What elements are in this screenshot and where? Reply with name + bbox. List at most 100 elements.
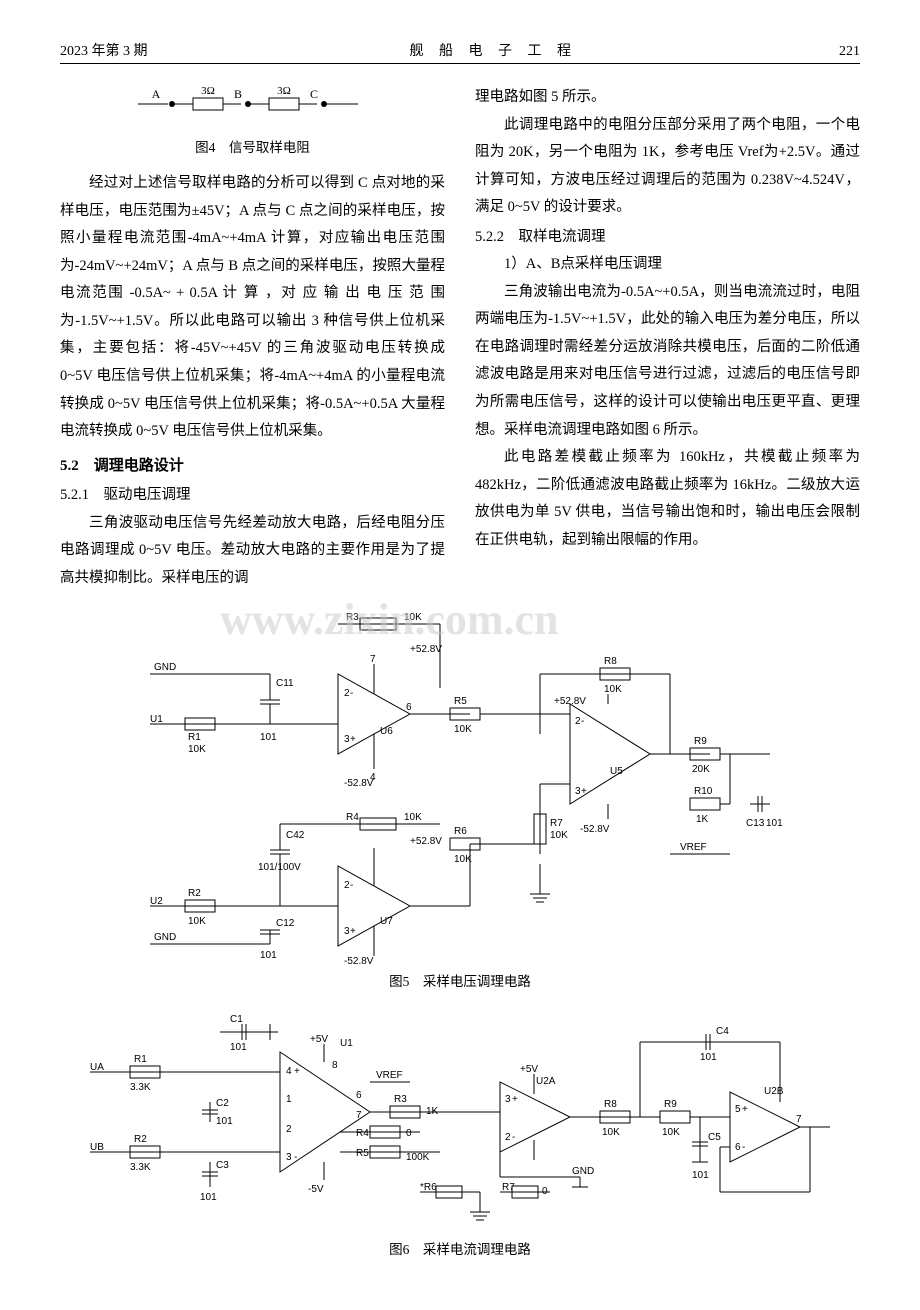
svg-text:101: 101 bbox=[200, 1192, 217, 1203]
figure-6: UA R1 3.3K UB R2 3.3K C1 101 bbox=[60, 1002, 860, 1258]
header-page: 221 bbox=[839, 44, 860, 60]
svg-text:10K: 10K bbox=[454, 724, 472, 735]
svg-text:R3: R3 bbox=[394, 1094, 407, 1105]
sec-5-2-2-title: 5.2.2 取样电流调理 bbox=[475, 224, 860, 252]
svg-text:U1: U1 bbox=[340, 1038, 353, 1049]
svg-text:-52.8V: -52.8V bbox=[344, 778, 374, 789]
node-c: C bbox=[309, 87, 317, 101]
svg-text:R9: R9 bbox=[694, 736, 707, 747]
svg-text:GND: GND bbox=[154, 932, 176, 943]
svg-text:101: 101 bbox=[260, 950, 277, 961]
fig6-svg: UA R1 3.3K UB R2 3.3K C1 101 bbox=[80, 1002, 840, 1232]
svg-text:R8: R8 bbox=[604, 656, 617, 667]
fig5-svg: R3 10K +52.8V U1 R1 10K C11 101 bbox=[110, 604, 810, 964]
svg-text:7: 7 bbox=[796, 1114, 802, 1125]
sec-5-2-2-item1-body: 三角波输出电流为-0.5A~+0.5A，则当电流流过时，电阻两端电压为-1.5V… bbox=[475, 279, 860, 444]
svg-text:+: + bbox=[294, 1066, 300, 1077]
svg-text:R5: R5 bbox=[454, 696, 467, 707]
svg-text:-: - bbox=[742, 1142, 745, 1153]
svg-text:R5: R5 bbox=[356, 1148, 369, 1159]
svg-text:C13: C13 bbox=[746, 818, 765, 829]
svg-text:1: 1 bbox=[286, 1094, 292, 1105]
svg-text:4: 4 bbox=[286, 1066, 292, 1077]
svg-text:R2: R2 bbox=[188, 888, 201, 899]
svg-text:+: + bbox=[350, 734, 356, 745]
svg-text:10K: 10K bbox=[550, 830, 568, 841]
svg-text:-: - bbox=[350, 880, 353, 891]
svg-text:+52.8V: +52.8V bbox=[410, 644, 442, 655]
fig5-caption: 图5 采样电压调理电路 bbox=[60, 970, 860, 990]
header-journal: 舰 船 电 子 工 程 bbox=[410, 40, 578, 60]
svg-text:+: + bbox=[742, 1104, 748, 1115]
svg-text:1K: 1K bbox=[426, 1106, 439, 1117]
svg-text:2: 2 bbox=[286, 1124, 292, 1135]
svg-text:101: 101 bbox=[260, 732, 277, 743]
svg-text:10K: 10K bbox=[404, 612, 422, 623]
figure-5: www.zixin.com.cn R3 10K +52.8V U1 R1 10K bbox=[60, 604, 860, 990]
svg-text:U2B: U2B bbox=[764, 1086, 784, 1097]
svg-text:+5V: +5V bbox=[310, 1034, 328, 1045]
svg-text:U2: U2 bbox=[150, 896, 163, 907]
sec-5-2-1-title: 5.2.1 驱动电压调理 bbox=[60, 482, 445, 510]
svg-text:101: 101 bbox=[692, 1170, 709, 1181]
svg-text:GND: GND bbox=[572, 1166, 594, 1177]
svg-text:R4: R4 bbox=[346, 812, 359, 823]
svg-text:0: 0 bbox=[542, 1186, 548, 1197]
svg-text:10K: 10K bbox=[188, 916, 206, 927]
svg-text:-: - bbox=[512, 1132, 515, 1143]
svg-text:C2: C2 bbox=[216, 1098, 229, 1109]
svg-text:-: - bbox=[581, 716, 584, 727]
svg-text:-5V: -5V bbox=[308, 1184, 324, 1195]
svg-text:C4: C4 bbox=[716, 1026, 729, 1037]
svg-text:R3: R3 bbox=[346, 612, 359, 623]
svg-text:U6: U6 bbox=[380, 726, 393, 737]
svg-text:1K: 1K bbox=[696, 814, 709, 825]
svg-text:10K: 10K bbox=[454, 854, 472, 865]
svg-text:101: 101 bbox=[216, 1116, 233, 1127]
svg-text:VREF: VREF bbox=[680, 842, 707, 853]
fig4-svg: A 3Ω B 3Ω C bbox=[138, 84, 368, 120]
para-fig5-ref: 理电路如图 5 所示。 bbox=[475, 84, 860, 112]
svg-text:3.3K: 3.3K bbox=[130, 1162, 151, 1173]
left-column: A 3Ω B 3Ω C 图4 信号取样电阻 bbox=[60, 84, 445, 592]
svg-text:20K: 20K bbox=[692, 764, 710, 775]
svg-text:C42: C42 bbox=[286, 830, 305, 841]
svg-text:0: 0 bbox=[406, 1128, 412, 1139]
svg-text:+: + bbox=[581, 786, 587, 797]
svg-text:101: 101 bbox=[766, 818, 783, 829]
svg-text:100K: 100K bbox=[406, 1152, 430, 1163]
para-divider-net: 此调理电路中的电阻分压部分采用了两个电阻，一个电阻为 20K，另一个电阻为 1K… bbox=[475, 112, 860, 222]
res-ab-label: 3Ω bbox=[201, 85, 215, 97]
svg-text:-: - bbox=[350, 688, 353, 699]
svg-text:R1: R1 bbox=[134, 1054, 147, 1065]
svg-text:+5V: +5V bbox=[520, 1064, 538, 1075]
svg-text:UA: UA bbox=[90, 1062, 104, 1073]
svg-text:+52.8V: +52.8V bbox=[410, 836, 442, 847]
svg-text:10K: 10K bbox=[662, 1127, 680, 1138]
svg-text:R7: R7 bbox=[502, 1182, 515, 1193]
svg-text:U5: U5 bbox=[610, 766, 623, 777]
page-header: 2023 年第 3 期 舰 船 电 子 工 程 221 bbox=[60, 40, 860, 64]
svg-text:U1: U1 bbox=[150, 714, 163, 725]
svg-text:7: 7 bbox=[370, 654, 376, 665]
svg-text:10K: 10K bbox=[604, 684, 622, 695]
svg-text:UB: UB bbox=[90, 1142, 104, 1153]
right-column: 理电路如图 5 所示。 此调理电路中的电阻分压部分采用了两个电阻，一个电阻为 2… bbox=[475, 84, 860, 592]
svg-text:101: 101 bbox=[230, 1042, 247, 1053]
svg-text:C3: C3 bbox=[216, 1160, 229, 1171]
sec-5-2-title: 5.2 调理电路设计 bbox=[60, 452, 445, 481]
svg-text:R9: R9 bbox=[664, 1099, 677, 1110]
fig6-caption: 图6 采样电流调理电路 bbox=[60, 1238, 860, 1258]
svg-text:-52.8V: -52.8V bbox=[580, 824, 610, 835]
para-cutoff: 此电路差模截止频率为 160kHz，共模截止频率为 482kHz，二阶低通滤波电… bbox=[475, 444, 860, 554]
res-bc-label: 3Ω bbox=[277, 85, 291, 97]
svg-text:6: 6 bbox=[406, 702, 412, 713]
svg-text:-: - bbox=[294, 1152, 297, 1163]
svg-text:R8: R8 bbox=[604, 1099, 617, 1110]
svg-text:10K: 10K bbox=[602, 1127, 620, 1138]
svg-text:6: 6 bbox=[735, 1142, 741, 1153]
svg-text:R10: R10 bbox=[694, 786, 713, 797]
sec-5-2-2-item1-title: 1）A、B点采样电压调理 bbox=[475, 251, 860, 279]
svg-text:3.3K: 3.3K bbox=[130, 1082, 151, 1093]
svg-text:R1: R1 bbox=[188, 732, 201, 743]
